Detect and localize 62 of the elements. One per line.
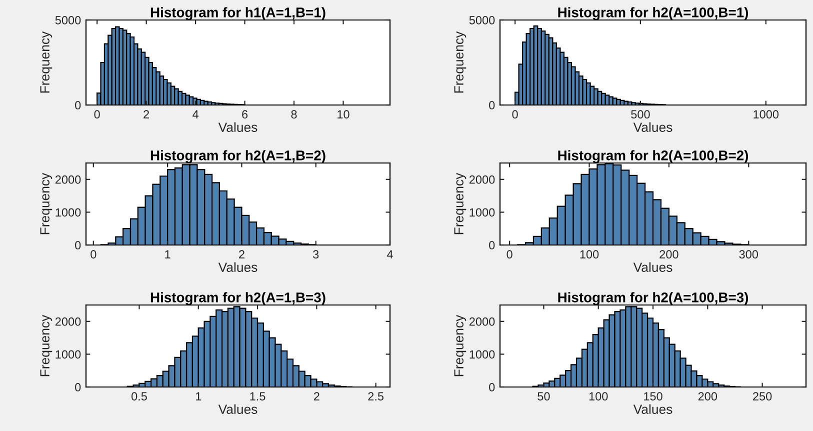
y-tick-label: 5000	[55, 16, 81, 24]
y-axis-title: Frequency	[454, 172, 466, 234]
x-tick-label: 4	[386, 250, 393, 258]
chart-title: Histogram for h2(A=100,B=3)	[558, 292, 748, 306]
y-tick-label: 5000	[469, 16, 495, 24]
x-axis-title: Values	[633, 262, 672, 272]
x-tick-label: 2	[239, 250, 244, 258]
x-axis-title: Values	[218, 262, 258, 272]
x-tick-label: 1000	[754, 110, 779, 119]
x-tick-label: 0	[90, 250, 96, 259]
x-tick-label: 0	[506, 250, 512, 259]
x-tick-label: 10	[338, 110, 350, 119]
x-tick-label: 200	[698, 392, 718, 401]
y-tick-label: 2000	[469, 317, 495, 326]
y-tick-label: 1000	[56, 350, 81, 359]
x-tick-label: 250	[753, 392, 772, 401]
y-axis-title: Frequency	[454, 31, 466, 93]
x-axis-title: Values	[218, 122, 258, 132]
y-tick-label: 2000	[55, 175, 81, 184]
x-tick-label: 50	[538, 392, 550, 401]
y-tick-label: 1000	[56, 208, 81, 217]
x-tick-label: 2	[314, 392, 320, 400]
chart-title: Histogram for h2(A=1,B=2)	[150, 150, 326, 164]
x-tick-label: 500	[631, 110, 650, 119]
chart-title: Histogram for h2(A=100,B=2)	[558, 150, 748, 164]
y-tick-label: 1000	[470, 208, 495, 217]
x-tick-label: 0	[512, 110, 518, 119]
x-tick-label: 8	[291, 110, 297, 119]
y-tick-label: 0	[75, 383, 81, 392]
y-axis-title: Frequency	[454, 314, 466, 376]
y-tick-label: 0	[75, 101, 81, 110]
x-tick-label: 100	[580, 250, 599, 259]
x-tick-label: 1	[196, 392, 202, 400]
chart-title: Histogram for h1(A=1,B=1)	[150, 7, 326, 20]
x-tick-label: 1	[165, 250, 170, 258]
x-axis-title: Values	[633, 122, 672, 132]
x-tick-label: 150	[644, 392, 662, 401]
chart-title: Histogram for h2(A=100,B=1)	[558, 7, 748, 20]
y-axis-title: Frequency	[40, 314, 52, 376]
y-tick-label: 0	[75, 241, 81, 250]
x-tick-label: 200	[660, 250, 678, 259]
x-axis-title: Values	[218, 404, 258, 414]
y-axis-title: Frequency	[40, 31, 52, 93]
x-tick-label: 2.5	[368, 392, 384, 401]
x-tick-label: 6	[242, 110, 248, 119]
x-tick-label: 100	[589, 392, 608, 401]
y-tick-label: 1000	[470, 350, 495, 359]
y-tick-label: 2000	[469, 175, 495, 184]
x-tick-label: 300	[739, 250, 758, 259]
x-tick-label: 0.5	[131, 392, 147, 401]
y-axis-title: Frequency	[40, 172, 52, 234]
x-tick-label: 1.5	[250, 392, 266, 401]
x-tick-label: 3	[313, 250, 319, 259]
x-tick-label: 4	[192, 110, 198, 118]
y-tick-label: 0	[489, 101, 495, 110]
y-tick-label: 0	[489, 241, 495, 250]
x-tick-label: 0	[94, 110, 100, 119]
x-axis-title: Values	[633, 404, 672, 414]
chart-title: Histogram for h2(A=1,B=3)	[150, 292, 326, 306]
y-tick-label: 0	[489, 383, 495, 392]
y-tick-label: 2000	[55, 317, 81, 326]
x-tick-label: 2	[144, 110, 149, 118]
